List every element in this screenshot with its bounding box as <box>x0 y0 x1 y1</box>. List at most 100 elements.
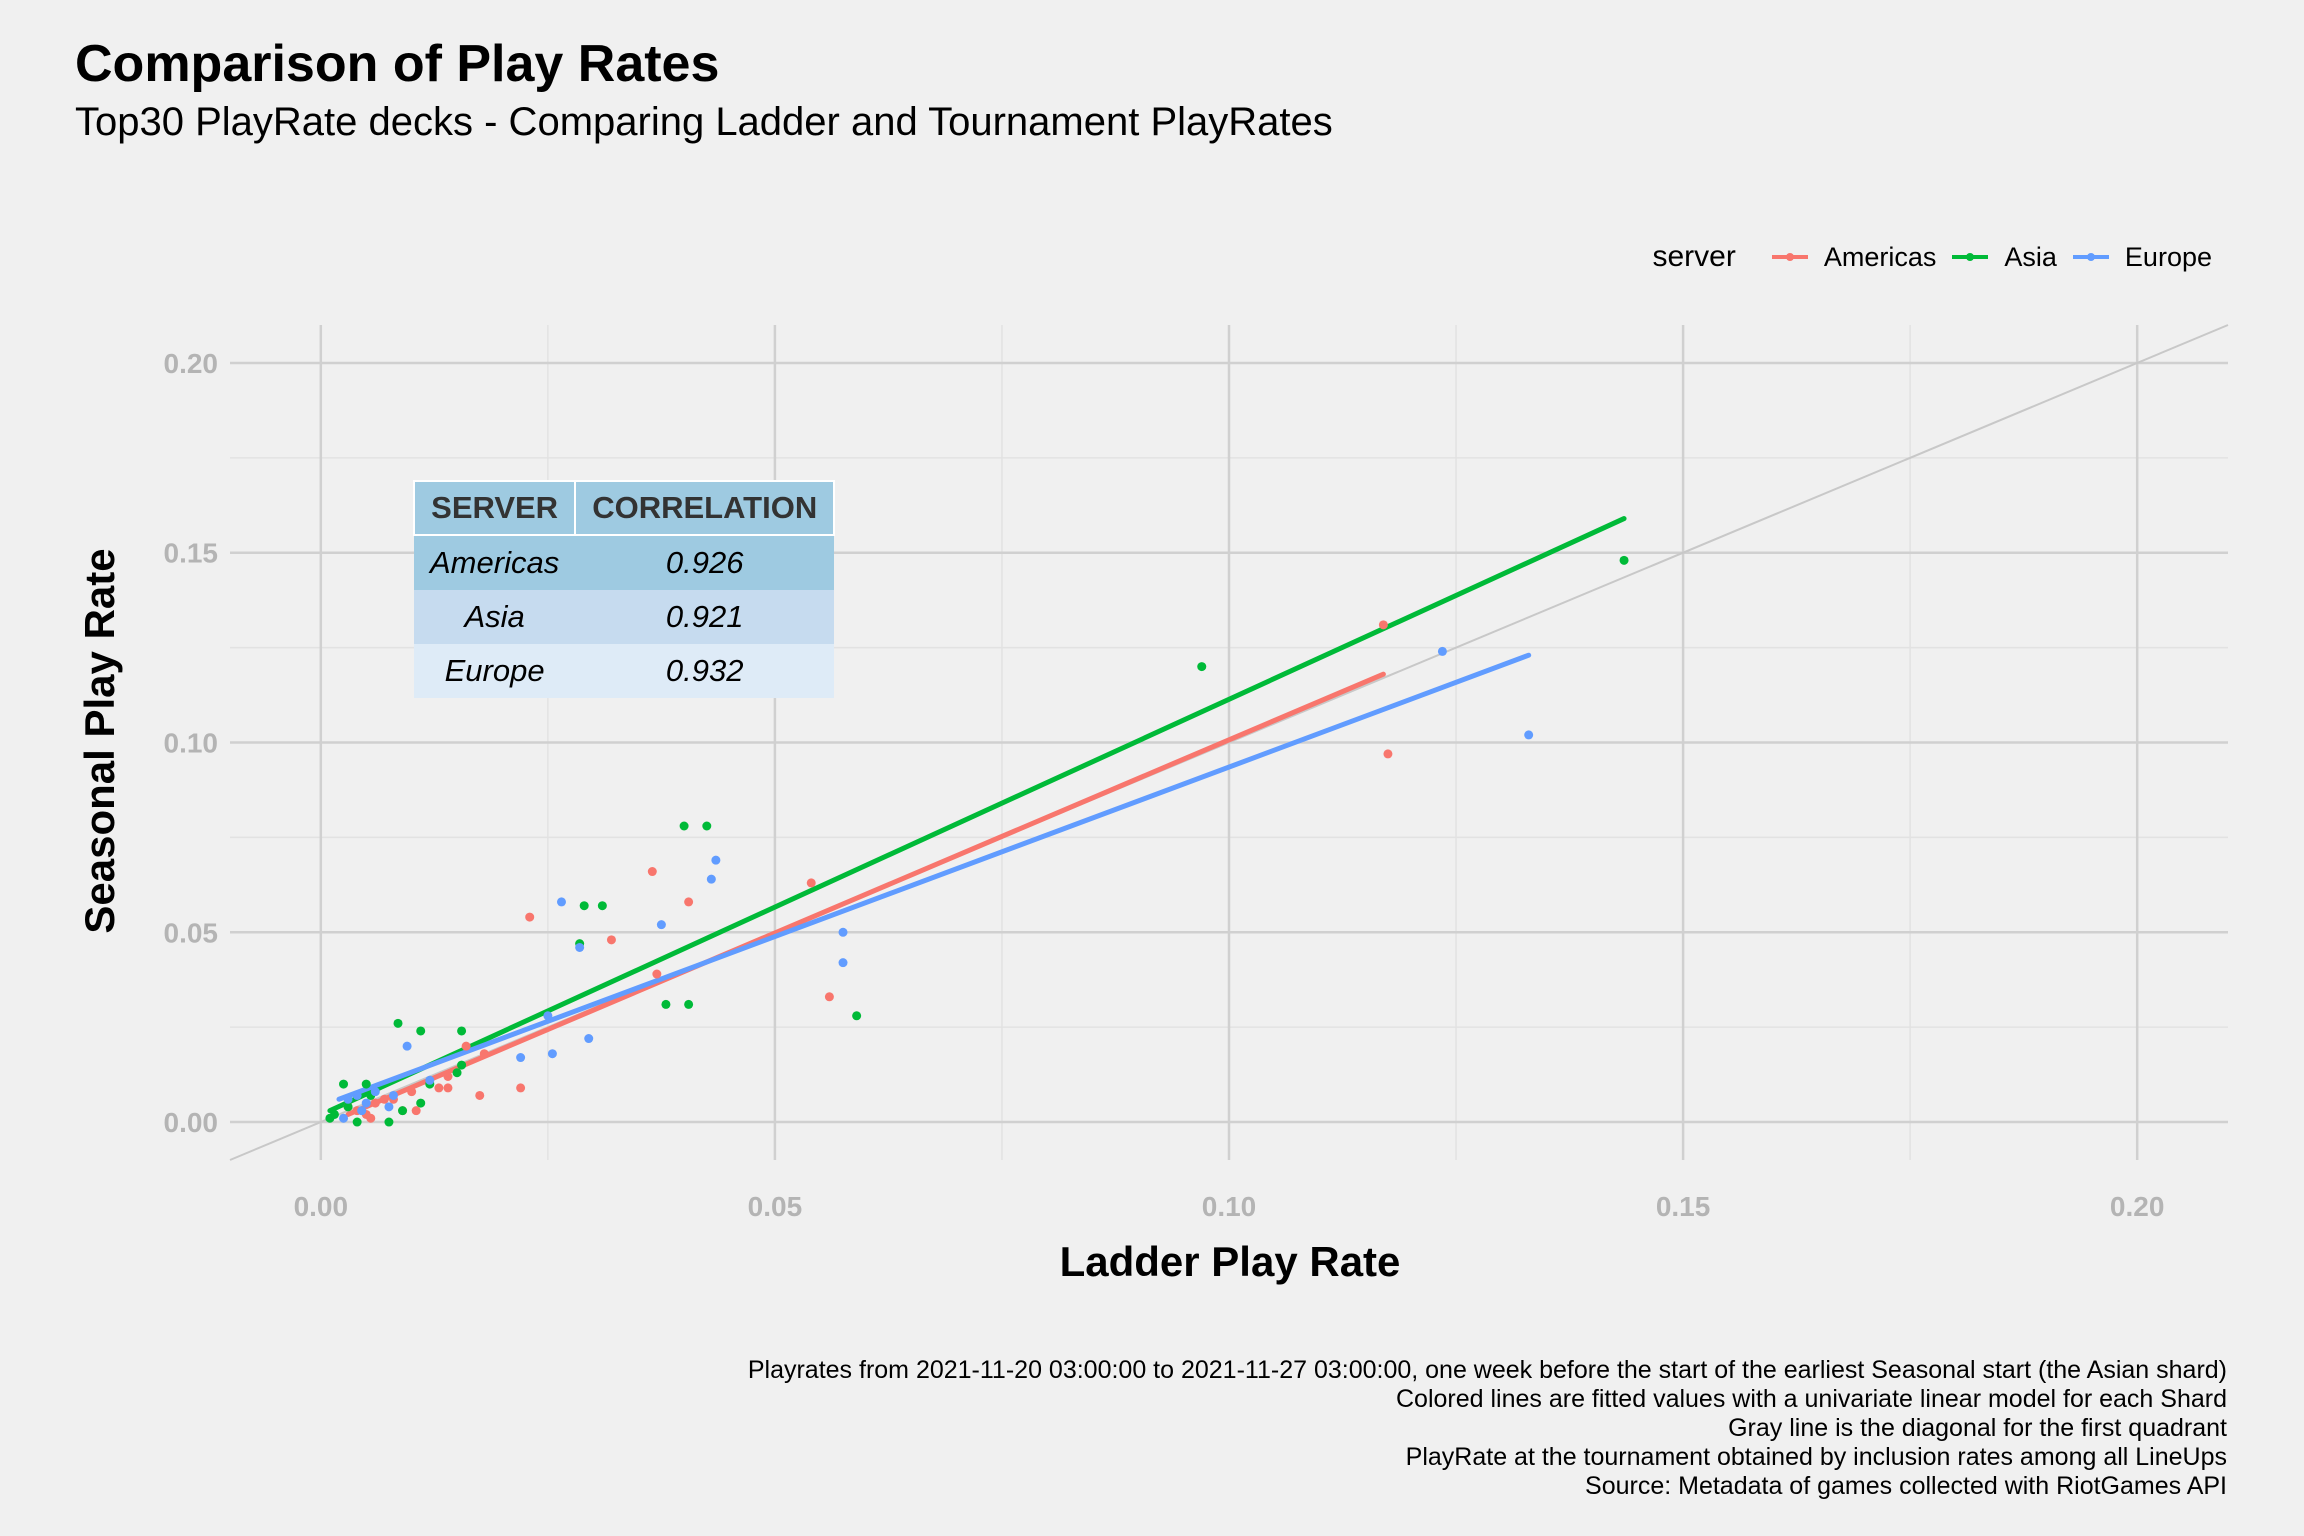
table-cell-correlation: 0.921 <box>575 590 835 644</box>
point-americas <box>1378 620 1388 630</box>
point-asia <box>384 1117 394 1127</box>
point-asia <box>339 1079 349 1089</box>
legend-item-europe: Europe <box>2071 242 2212 273</box>
point-asia <box>361 1079 371 1089</box>
point-asia <box>452 1068 462 1078</box>
caption-line: Source: Metadata of games collected with… <box>1585 1472 2227 1500</box>
point-americas <box>443 1072 453 1081</box>
point-americas <box>516 1083 526 1093</box>
point-europe <box>384 1102 394 1112</box>
point-asia <box>679 821 689 831</box>
table-cell-server: Asia <box>414 590 576 644</box>
point-europe <box>425 1075 435 1085</box>
point-americas <box>652 969 662 979</box>
point-asia <box>579 901 589 911</box>
point-americas <box>379 1094 389 1104</box>
caption-line: Playrates from 2021-11-20 03:00:00 to 20… <box>747 1356 2227 1384</box>
legend-label-europe: Europe <box>2124 241 2212 272</box>
table-header-server: SERVER <box>412 480 577 536</box>
point-asia <box>343 1102 353 1112</box>
table-header-correlation: CORRELATION <box>574 480 836 536</box>
point-asia <box>457 1026 467 1036</box>
legend-label-asia: Asia <box>2004 241 2057 272</box>
fit-line-americas <box>345 671 1386 1117</box>
point-europe <box>711 855 721 865</box>
legend-label-americas: Americas <box>1823 241 1937 272</box>
caption-line: Gray line is the diagonal for the first … <box>1728 1414 2227 1442</box>
point-europe <box>339 1113 349 1123</box>
point-europe <box>838 958 848 968</box>
point-americas <box>479 1049 489 1059</box>
x-tick-label: 0.20 <box>2110 1191 2165 1222</box>
x-tick-label: 0.05 <box>748 1191 803 1222</box>
point-americas <box>411 1106 421 1116</box>
table-cell-correlation: 0.926 <box>575 535 835 590</box>
point-americas <box>606 935 616 945</box>
tick-labels: 0.00 0.05 0.10 0.15 0.20 0.00 0.05 0.10 0.15 0.20 <box>164 348 2165 1222</box>
table-row: Europe 0.932 <box>414 644 835 698</box>
y-tick-label: 0.10 <box>164 728 219 759</box>
table-cell-server: Europe <box>414 644 576 698</box>
y-axis-title: Seasonal Play Rate <box>76 548 123 933</box>
x-axis-title: Ladder Play Rate <box>1060 1238 1401 1285</box>
point-europe <box>357 1106 367 1116</box>
legend: server Americas Asia Europe <box>1653 240 2213 274</box>
legend-key-asia <box>1952 253 1989 261</box>
point-asia <box>416 1098 426 1108</box>
point-americas <box>647 867 657 877</box>
point-europe <box>370 1087 380 1097</box>
y-tick-label: 0.05 <box>164 917 219 948</box>
table-row: Asia 0.921 <box>414 590 835 644</box>
x-tick-label: 0.15 <box>1656 1191 1711 1222</box>
legend-item-asia: Asia <box>1950 242 2057 273</box>
point-europe <box>556 897 566 907</box>
point-americas <box>475 1090 485 1100</box>
point-asia <box>597 901 607 911</box>
point-asia <box>398 1106 408 1116</box>
point-americas <box>407 1087 417 1097</box>
point-americas <box>370 1098 380 1108</box>
y-tick-label: 0.15 <box>164 538 219 569</box>
point-americas <box>443 1083 453 1093</box>
point-americas <box>525 912 535 922</box>
point-europe <box>575 942 585 952</box>
x-tick-label: 0.00 <box>294 1191 349 1222</box>
legend-key-americas <box>1771 253 1808 261</box>
data-points <box>325 555 1629 1127</box>
caption-line: PlayRate at the tournament obtained by i… <box>1405 1443 2227 1471</box>
chart-subtitle: Top30 PlayRate decks - Comparing Ladder … <box>75 100 1333 144</box>
point-europe <box>343 1094 353 1104</box>
point-europe <box>1437 646 1447 656</box>
caption: Playrates from 2021-11-20 03:00:00 to 20… <box>748 1356 2227 1501</box>
caption-line: Colored lines are fitted values with a u… <box>1395 1385 2227 1413</box>
table-header-row: SERVER CORRELATION <box>412 480 836 536</box>
point-europe <box>584 1034 594 1044</box>
point-asia <box>1197 662 1207 672</box>
point-europe <box>543 1011 553 1021</box>
point-europe <box>352 1090 362 1100</box>
table-cell-correlation: 0.932 <box>575 644 835 698</box>
chart-title: Comparison of Play Rates <box>75 35 720 93</box>
point-europe <box>516 1053 526 1063</box>
point-asia <box>852 1011 862 1021</box>
point-asia <box>352 1117 362 1127</box>
table-cell-server: Americas <box>414 535 576 590</box>
point-asia <box>661 999 671 1009</box>
point-europe <box>706 874 716 884</box>
legend-key-europe <box>2072 253 2109 261</box>
point-asia <box>329 1109 339 1119</box>
point-americas <box>824 992 834 1002</box>
point-europe <box>547 1049 557 1059</box>
point-asia <box>457 1060 467 1070</box>
point-europe <box>1524 730 1534 740</box>
point-europe <box>838 927 848 937</box>
legend-key-dot-europe <box>2086 253 2095 261</box>
point-europe <box>388 1090 398 1100</box>
point-americas <box>684 897 694 907</box>
point-asia <box>416 1026 426 1036</box>
point-americas <box>366 1113 376 1123</box>
legend-key-dot-asia <box>1966 253 1975 261</box>
fit-line-europe <box>336 652 1532 1102</box>
